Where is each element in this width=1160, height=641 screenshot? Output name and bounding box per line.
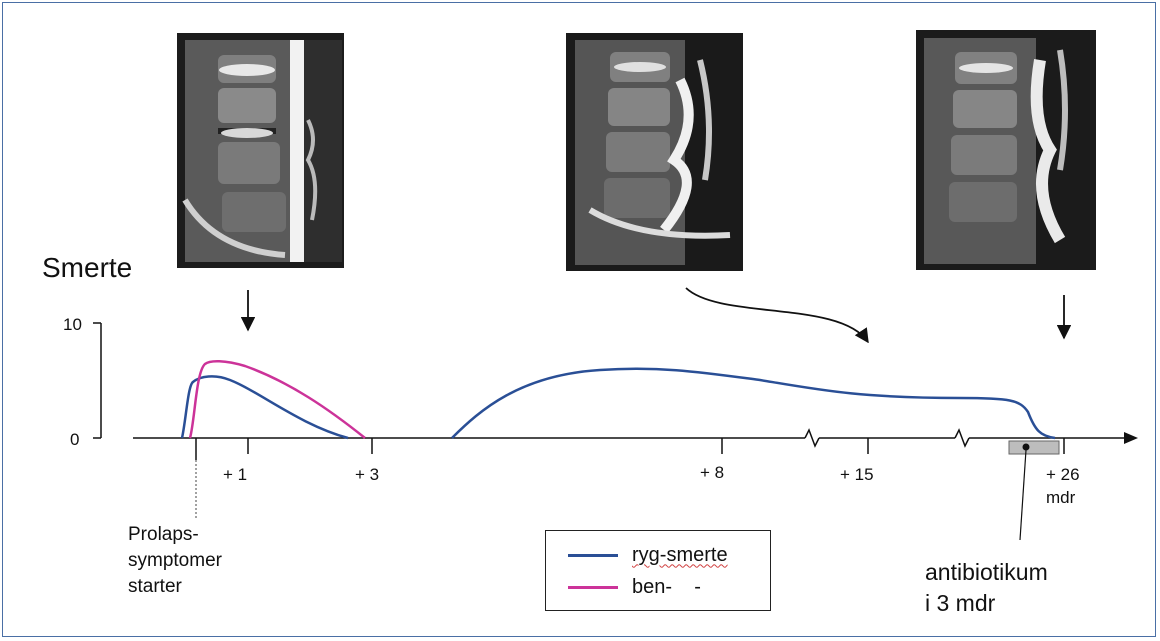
legend-label-leg-pain: ben- -: [632, 575, 701, 598]
antibiotic-marker: [1022, 443, 1030, 451]
back-pain-curve-late: [451, 367, 1056, 440]
legend-swatch-back-pain: [568, 553, 618, 557]
legend: ryg-smerte ben- -: [545, 530, 771, 611]
legend-item-leg-pain: ben- -: [546, 575, 701, 599]
onset-line-2: symptomer: [128, 550, 223, 571]
x-tick-label-8: + 8: [700, 463, 724, 482]
antibiotic-annotation: antibiotikum i 3 mdr: [925, 559, 1048, 616]
mri-2-arrow: [685, 287, 869, 344]
x-tick-label-26: + 26: [1046, 465, 1080, 484]
antibiotic-line-2: i 3 mdr: [925, 590, 996, 616]
antibiotic-line-1: antibiotikum: [925, 559, 1048, 585]
x-tick-label-15: + 15: [840, 465, 874, 484]
antibiotic-bar: [1008, 440, 1060, 455]
legend-item-back-pain: ryg-smerte: [546, 543, 728, 567]
y-tick-label-0: 0: [70, 430, 79, 449]
legend-label-back-pain: ryg-smerte: [632, 543, 728, 566]
onset-line-3: starter: [128, 576, 183, 597]
legend-swatch-leg-pain: [568, 585, 618, 589]
y-axis-label: Smerte: [42, 252, 132, 283]
onset-line-1: Prolaps-: [128, 524, 199, 545]
leg-pain-curve: [188, 360, 366, 439]
x-tick-label-1: + 1: [223, 465, 247, 484]
y-tick-label-10: 10: [63, 315, 82, 334]
mri-scan-3: [916, 30, 1096, 270]
x-axis-arrowhead: [1124, 432, 1138, 444]
antibiotic-leader-line: [1019, 449, 1027, 541]
axis-break-2: [954, 428, 970, 448]
mri-scan-1: [177, 33, 344, 268]
y-axis: 10 0: [63, 315, 102, 449]
x-tick-label-3: + 3: [355, 465, 379, 484]
mri-scan-2: [566, 33, 743, 271]
x-axis: [133, 428, 1138, 518]
axis-break-1: [804, 428, 820, 448]
x-unit-label: mdr: [1046, 488, 1076, 507]
onset-annotation: Prolaps- symptomer starter: [128, 524, 223, 597]
back-pain-curve-early: [180, 375, 349, 440]
